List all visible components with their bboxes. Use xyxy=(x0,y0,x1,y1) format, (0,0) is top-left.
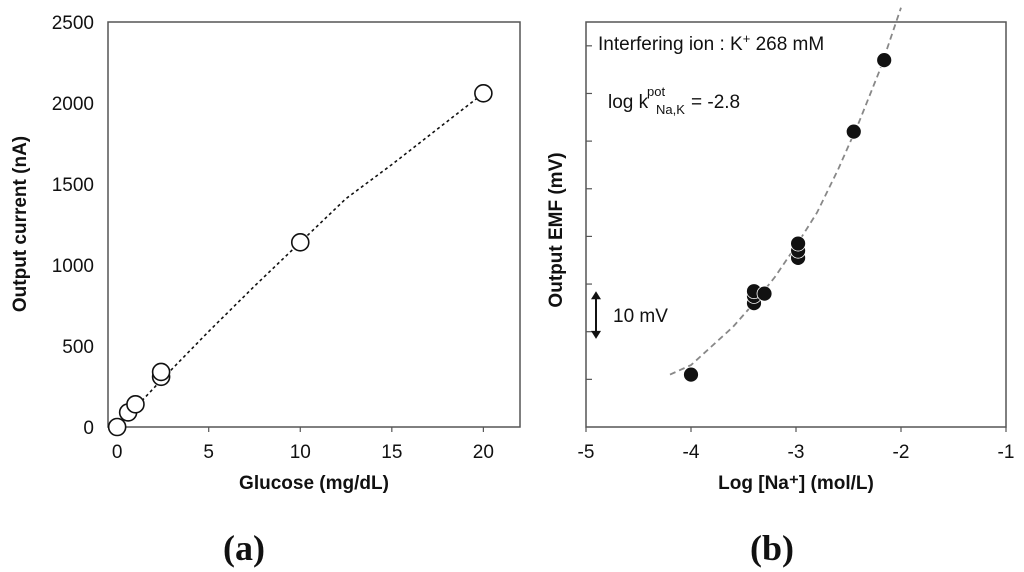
selectivity-value: = -2.8 xyxy=(691,92,740,113)
chart-b-data-point xyxy=(790,235,806,252)
chart-b-plot-area xyxy=(585,21,1007,428)
scale-bar-arrow-down-icon xyxy=(591,330,601,339)
scale-bar-arrow-up-icon xyxy=(591,291,601,300)
chart-b-points xyxy=(683,52,893,383)
chart-a-plot-area xyxy=(107,21,521,428)
chart-b-y-ticks xyxy=(586,45,592,380)
chart-a-x-tick-label: 10 xyxy=(290,442,311,463)
chart-a-y-label: Output current (nA) xyxy=(10,136,31,312)
chart-b-data-point xyxy=(683,366,699,383)
chart-a-y-tick-label: 1000 xyxy=(52,256,94,277)
chart-a-data-point xyxy=(474,83,493,103)
chart-a-x-tick-label: 0 xyxy=(112,442,123,463)
chart-a-points xyxy=(107,83,493,437)
chart-b-panel-label: (b) xyxy=(750,528,794,568)
chart-a-y-tick-label: 1500 xyxy=(52,175,94,196)
chart-b-data-point xyxy=(845,123,862,140)
chart-a-y-ticks: 0 500 1000 1500 2000 2500 xyxy=(52,13,94,439)
chart-a-x-label: Glucose (mg/dL) xyxy=(239,473,389,494)
chart-b-x-label: Log [Na⁺] (mol/L) xyxy=(718,473,874,494)
chart-a-x-ticks: 0 5 10 15 20 xyxy=(112,427,494,463)
chart-b-y-label: Output EMF (mV) xyxy=(546,152,567,307)
chart-a-x-tick-label: 15 xyxy=(381,442,402,463)
scale-bar-label: 10 mV xyxy=(613,306,668,327)
selectivity-annotation: log k pot Na,K = -2.8 xyxy=(608,84,740,117)
chart-b-data-point xyxy=(876,52,893,69)
chart-b-x-tick-label: -3 xyxy=(788,442,805,463)
chart-a-y-tick-label: 2500 xyxy=(52,13,94,34)
selectivity-prefix: log k xyxy=(608,92,649,113)
selectivity-sup: pot xyxy=(647,84,665,99)
chart-a-x-tick-label: 20 xyxy=(473,442,494,463)
interfering-ion-annotation: Interfering ion : K+ 268 mM xyxy=(598,31,824,55)
chart-b-x-tick-label: -1 xyxy=(998,442,1015,463)
chart-a-y-tick-label: 2000 xyxy=(52,94,94,115)
chart-b: -5 -4 -3 -2 -1 Interfering ion : K+ 268 mM l… xyxy=(546,7,1015,568)
chart-a-data-point xyxy=(290,233,310,252)
chart-b-x-ticks: -5 -4 -3 -2 -1 xyxy=(578,427,1015,463)
selectivity-sub: Na,K xyxy=(656,102,685,117)
scale-bar: 10 mV xyxy=(591,291,668,339)
chart-b-data-point xyxy=(756,285,773,302)
chart-a-panel-label: (a) xyxy=(223,528,265,568)
chart-a-y-tick-label: 500 xyxy=(62,337,94,358)
chart-b-x-tick-label: -4 xyxy=(683,442,700,463)
chart-a-x-tick-label: 5 xyxy=(203,442,214,463)
chart-b-x-tick-label: -2 xyxy=(893,442,910,463)
chart-a-data-point xyxy=(126,395,145,414)
chart-a: 0 500 1000 1500 2000 2500 0 5 10 15 20 Glucose (m… xyxy=(10,13,521,568)
chart-a-data-point xyxy=(107,417,127,437)
chart-a-data-point xyxy=(151,362,171,382)
chart-a-y-tick-label: 0 xyxy=(83,418,94,439)
chart-b-x-tick-label: -5 xyxy=(578,442,595,463)
chart-a-fit-curve xyxy=(116,92,484,428)
chart-b-fit-curve xyxy=(669,7,902,376)
